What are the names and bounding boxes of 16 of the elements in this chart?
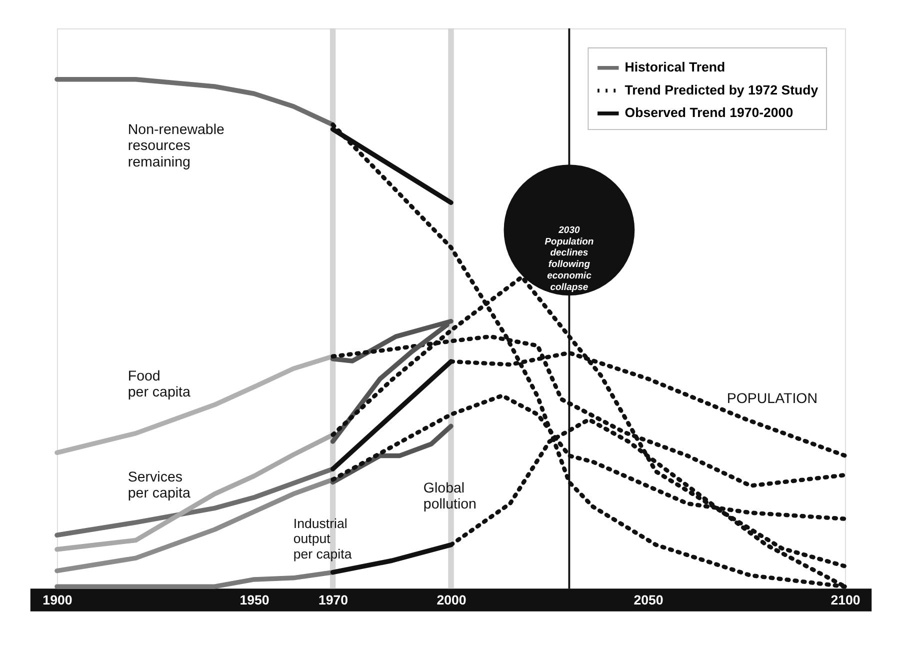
- legend-label: Trend Predicted by 1972 Study: [624, 82, 819, 98]
- annotation: Non-renewable resources remaining: [128, 122, 225, 170]
- annotation: Industrial output per capita: [293, 516, 352, 562]
- annotation: POPULATION: [726, 390, 818, 407]
- annotation: Food per capita: [128, 368, 190, 401]
- x-tick-label: 1900: [42, 592, 72, 608]
- ref-line-label: 2030 Population declines following economic collapse: [544, 224, 594, 293]
- legend-label: Observed Trend 1970-2000: [624, 105, 794, 120]
- annotation: Global pollution: [423, 480, 476, 513]
- x-tick-label: 2100: [830, 592, 860, 608]
- x-tick-label: 2050: [634, 592, 664, 608]
- annotation: Services per capita: [128, 469, 190, 502]
- x-tick-label: 1970: [318, 592, 348, 608]
- x-tick-label: 1950: [240, 592, 270, 608]
- x-tick-label: 2000: [436, 592, 466, 608]
- legend-label: Historical Trend: [624, 60, 726, 75]
